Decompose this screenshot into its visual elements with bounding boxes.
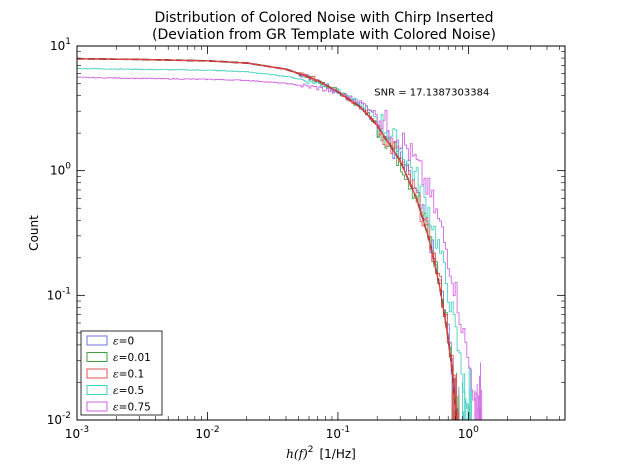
legend-label-4: ε=0.75 [113,402,151,414]
x-tick-label-1: 10-2 [195,425,219,441]
y-tick-label-0: 10-2 [47,411,71,427]
legend-label-3: ε=0.5 [113,385,144,397]
y-axis-label: Count [27,215,41,251]
series-3-step-line [77,67,472,420]
x-tick-label-3: 100 [458,425,479,441]
fit-curve-6 [76,58,458,421]
legend-swatch-2 [86,368,108,379]
legend-label-2: ε=0.1 [113,369,144,381]
legend-swatch-3 [86,385,108,395]
y-tick-label-2: 100 [50,162,71,178]
legend-label-1: ε=0.01 [113,352,151,364]
plot-frame [76,45,566,421]
legend-swatch-0 [86,335,108,346]
chart-title-line-2: (Deviation from GR Template with Colored… [152,27,496,43]
legend-label-0: ε=0 [113,336,134,348]
x-axis-label-exp: 2 [308,445,314,455]
x-tick-label-2: 10-1 [326,425,350,441]
y-tick-label-1: 10-1 [47,286,71,302]
legend: ε=0 ε=0.01 ε=0.1 ε=0.5 ε=0.75 [80,330,163,416]
x-axis-label-math: h(f) [286,447,308,461]
legend-swatch-4 [86,401,108,412]
x-axis-label-units: [1/Hz] [319,447,355,461]
legend-swatch-1 [86,352,108,362]
x-tick-label-0: 10-3 [65,425,89,441]
chart-title-line-1: Distribution of Colored Noise with Chirp… [155,10,494,26]
x-axis-label: h(f)2 [1/Hz] [286,445,356,461]
series-layer [76,57,483,421]
y-tick-label-3: 101 [50,37,71,53]
snr-annotation: SNR = 17.1387303384 [374,88,489,99]
